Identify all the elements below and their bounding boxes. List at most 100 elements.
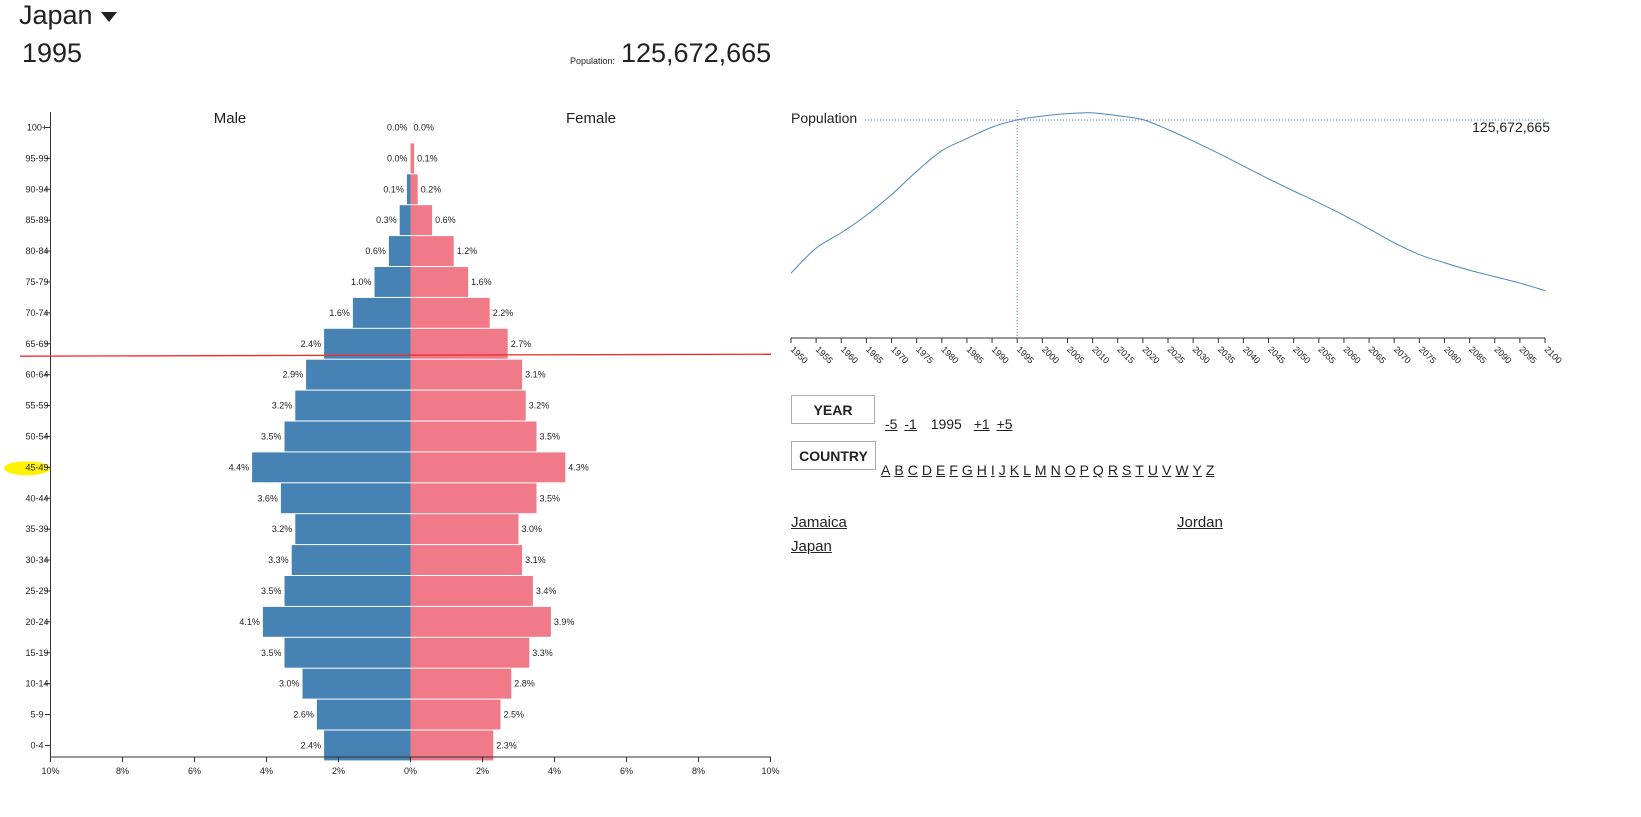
x-tick-label-2030: 2030: [1191, 344, 1212, 365]
female-bar-40-44: [410, 483, 537, 514]
female-bar-25-29: [410, 576, 533, 606]
year-button[interactable]: YEAR: [791, 395, 875, 424]
female-bar-35-39: [410, 514, 519, 545]
category-label-95-99: 95-99: [25, 153, 48, 163]
x-tick-label-5: 0%: [404, 766, 417, 776]
letter-link-u[interactable]: U: [1147, 462, 1158, 478]
female-value-25-29: 3.4%: [536, 586, 557, 596]
male-value-0-4: 2.4%: [301, 740, 322, 750]
female-bar-65-69: [410, 328, 508, 359]
female-bar-5-9: [410, 699, 501, 730]
x-tick-label-6: 2%: [476, 766, 489, 776]
letter-link-o[interactable]: O: [1064, 462, 1076, 478]
marker-line: [19, 353, 772, 357]
country-link-japan[interactable]: Japan: [791, 538, 832, 555]
country-link-jamaica[interactable]: Jamaica: [791, 514, 847, 531]
female-bar-45-49: [410, 452, 566, 483]
letter-link-m[interactable]: M: [1034, 462, 1047, 478]
female-bar-0-4: [410, 730, 494, 761]
year-plus5-link[interactable]: +5: [996, 416, 1013, 432]
letter-link-e[interactable]: E: [935, 462, 946, 478]
highlight-mark: [4, 461, 50, 476]
x-tick-label-2020: 2020: [1140, 344, 1161, 365]
category-label-60-64: 60-64: [25, 370, 48, 380]
country-selector[interactable]: Japan: [19, 0, 117, 31]
letter-link-r[interactable]: R: [1107, 462, 1118, 478]
country-link-jordan[interactable]: Jordan: [1177, 514, 1223, 531]
population-label: Population:: [570, 56, 616, 66]
x-tick-label-1995: 1995: [1015, 344, 1036, 365]
male-value-60-64: 2.9%: [283, 370, 304, 380]
female-value-90-94: 0.2%: [421, 184, 442, 194]
male-bar-50-54: [284, 421, 411, 452]
female-value-10-14: 2.8%: [514, 679, 535, 689]
category-label-75-79: 75-79: [25, 277, 48, 287]
male-value-80-84: 0.6%: [365, 246, 386, 256]
letter-link-w[interactable]: W: [1175, 462, 1189, 478]
letter-link-a[interactable]: A: [881, 462, 891, 478]
letter-link-h[interactable]: H: [976, 462, 987, 478]
male-value-30-34: 3.3%: [268, 555, 289, 565]
male-bar-10-14: [302, 668, 411, 699]
letter-link-f[interactable]: F: [949, 462, 958, 478]
letter-link-c[interactable]: C: [907, 462, 918, 478]
female-bar-55-59: [410, 390, 526, 421]
male-bar-20-24: [262, 606, 411, 637]
letter-link-p[interactable]: P: [1079, 462, 1089, 478]
male-value-10-14: 3.0%: [279, 679, 300, 689]
x-tick-label-7: 4%: [548, 766, 561, 776]
year-plus1-link[interactable]: +1: [973, 416, 990, 432]
letter-link-j[interactable]: J: [998, 462, 1006, 478]
year-minus1-link[interactable]: -1: [904, 416, 917, 432]
letter-link-y[interactable]: Y: [1192, 462, 1202, 478]
female-value-35-39: 3.0%: [522, 524, 543, 534]
x-tick-label-2005: 2005: [1065, 344, 1086, 365]
letter-link-n[interactable]: N: [1050, 462, 1061, 478]
category-label-90-94: 90-94: [25, 184, 48, 194]
letter-link-g[interactable]: G: [961, 462, 973, 478]
selected-population-label: 125,672,665: [1472, 119, 1550, 135]
letter-link-v[interactable]: V: [1161, 462, 1172, 478]
male-bar-45-49: [252, 452, 411, 483]
male-value-55-59: 3.2%: [272, 401, 293, 411]
male-bar-70-74: [352, 297, 411, 328]
male-value-70-74: 1.6%: [329, 308, 350, 318]
letter-link-d[interactable]: D: [921, 462, 932, 478]
category-label-70-74: 70-74: [25, 308, 48, 318]
letter-link-z[interactable]: Z: [1205, 462, 1215, 478]
female-value-60-64: 3.1%: [525, 370, 546, 380]
x-tick-label-2025: 2025: [1166, 344, 1187, 365]
x-tick-label-1985: 1985: [965, 344, 986, 365]
female-value-45-49: 4.3%: [568, 462, 589, 472]
x-tick-label-1975: 1975: [914, 344, 935, 365]
x-tick-label-2090: 2090: [1492, 344, 1513, 365]
male-bar-25-29: [284, 576, 411, 606]
female-value-55-59: 3.2%: [529, 401, 550, 411]
letter-link-l[interactable]: L: [1023, 462, 1031, 478]
letter-link-b[interactable]: B: [894, 462, 904, 478]
letter-link-q[interactable]: Q: [1092, 462, 1104, 478]
female-value-5-9: 2.5%: [504, 710, 525, 720]
female-bar-95-99: [410, 143, 415, 174]
male-bar-85-89: [399, 205, 411, 236]
male-title: Male: [214, 110, 247, 127]
x-tick-label-1970: 1970: [889, 344, 910, 365]
country-button[interactable]: COUNTRY: [791, 441, 876, 470]
letter-link-s[interactable]: S: [1121, 462, 1132, 478]
category-label-40-44: 40-44: [25, 493, 48, 503]
category-label-55-59: 55-59: [25, 401, 48, 411]
x-tick-label-2010: 2010: [1090, 344, 1111, 365]
female-title: Female: [566, 110, 616, 127]
letter-link-k[interactable]: K: [1009, 462, 1020, 478]
year-minus5-link[interactable]: -5: [885, 416, 898, 432]
female-value-80-84: 1.2%: [457, 246, 478, 256]
x-tick-label-4: 2%: [332, 766, 345, 776]
letter-link-t[interactable]: T: [1135, 462, 1144, 478]
male-bar-40-44: [280, 483, 411, 514]
x-tick-label-0: 10%: [41, 766, 59, 776]
letter-link-i[interactable]: I: [990, 462, 995, 478]
male-value-20-24: 4.1%: [239, 617, 260, 627]
male-bar-15-19: [284, 637, 411, 668]
population-pyramid-chart: Male Female 100+ 0.0% 0.0% 95-99 0.0% 0.1% 90-94…: [4, 110, 780, 776]
